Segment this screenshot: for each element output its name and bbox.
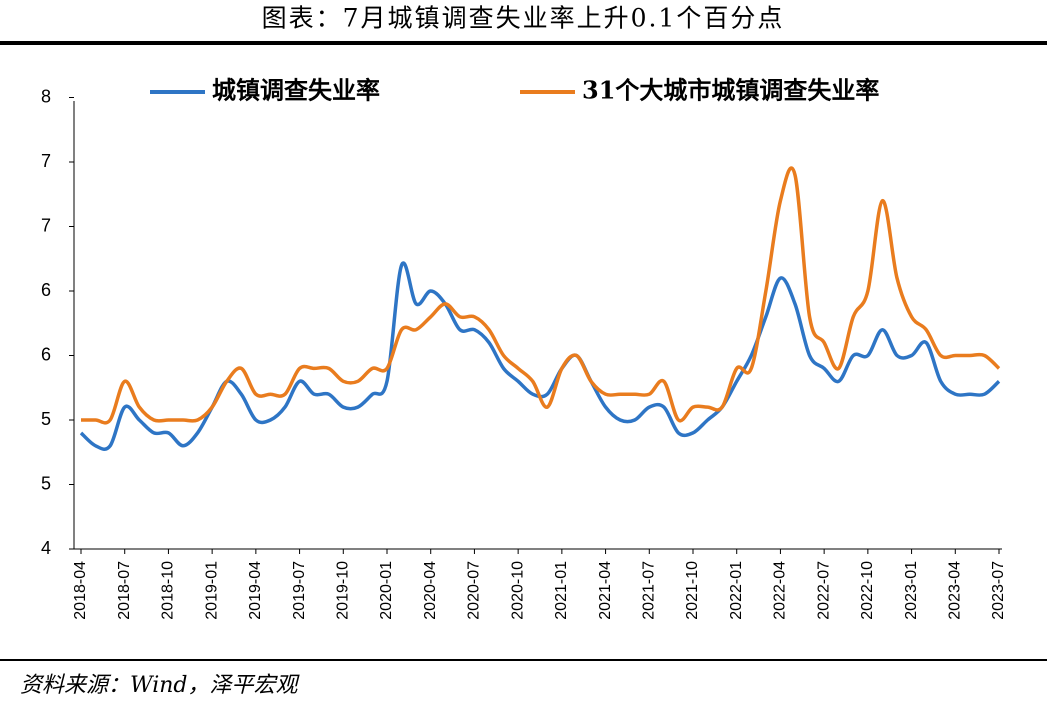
x-tick-label: 2021-10: [684, 561, 701, 620]
source-rule: [0, 659, 1047, 661]
x-tick-label: 2023-04: [947, 561, 964, 620]
x-tick-label: 2022-10: [859, 561, 876, 620]
source-note: 资料来源：Wind，泽平宏观: [20, 673, 301, 698]
series-line: [80, 166, 1001, 425]
y-tick-label: 7: [41, 151, 51, 171]
x-tick-label: 2022-04: [772, 561, 789, 620]
x-tick-label: 2021-04: [597, 561, 614, 620]
x-tick-label: 2019-07: [291, 561, 308, 620]
x-tick-label: 2022-01: [728, 561, 745, 620]
x-tick-label: 2021-01: [553, 561, 570, 620]
x-tick-label: 2023-07: [990, 561, 1007, 620]
title-rule: [0, 41, 1047, 45]
y-tick-label: 5: [41, 409, 51, 429]
x-tick-label: 2020-10: [509, 561, 526, 620]
legend-label: 城镇调查失业率: [212, 76, 380, 105]
y-tick-label: 6: [41, 344, 51, 364]
chart-title: 图表：7月城镇调查失业率上升0.1个百分点: [262, 4, 785, 33]
y-tick-label: 4: [41, 538, 51, 558]
y-tick-label: 6: [41, 280, 51, 300]
x-tick-label: 2020-01: [378, 561, 395, 620]
x-tick-label: 2019-10: [335, 561, 352, 620]
x-tick-label: 2018-10: [160, 561, 177, 620]
y-tick-label: 5: [41, 473, 51, 493]
x-tick-label: 2022-07: [815, 561, 832, 620]
x-tick-label: 2021-07: [641, 561, 658, 620]
legend-label: 31个大城市城镇调查失业率: [582, 76, 879, 105]
x-tick-label: 2018-07: [116, 561, 133, 620]
x-tick-label: 2023-01: [903, 561, 920, 620]
y-tick-label: 7: [41, 215, 51, 235]
x-tick-label: 2020-07: [466, 561, 483, 620]
y-tick-label: 8: [41, 86, 51, 106]
x-tick-label: 2019-04: [247, 561, 264, 620]
series-line: [79, 261, 1001, 451]
x-tick-label: 2018-04: [72, 561, 89, 620]
x-tick-label: 2020-04: [422, 561, 439, 620]
x-tick-label: 2019-01: [203, 561, 220, 620]
